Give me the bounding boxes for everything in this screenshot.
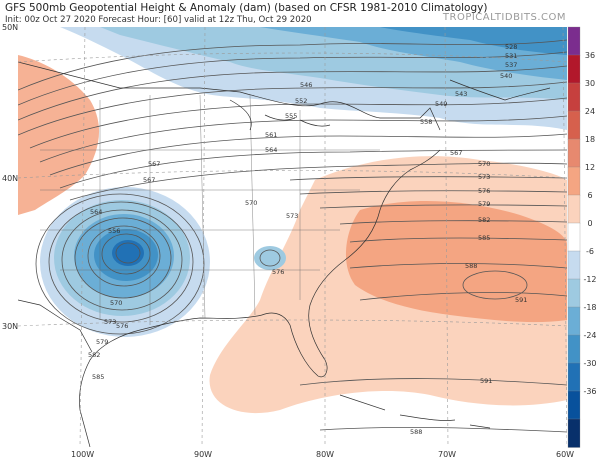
contour-label: 567 (148, 160, 160, 168)
nova-scotia (449, 79, 551, 101)
contour-label: 588 (465, 262, 477, 270)
contour-label: 564 (265, 146, 277, 154)
colorbar-swatch (567, 194, 581, 224)
contour-label: 567 (450, 149, 462, 157)
contour-label: 579 (96, 338, 108, 346)
colorbar-tick-label: -24 (583, 331, 596, 340)
caribbean-islands (339, 394, 491, 429)
colorbar-tick-label: 24 (585, 107, 595, 116)
colorbar-swatch (567, 362, 581, 392)
colorbar-swatch (567, 390, 581, 420)
lon-label-70w: 70W (438, 450, 456, 459)
contour-label: 546 (300, 81, 312, 89)
colorbar-swatch (567, 54, 581, 84)
colorbar-swatch (567, 82, 581, 112)
colorbar-swatch (567, 334, 581, 364)
colorbar-tick-label: -6 (586, 247, 594, 256)
east-coast (261, 149, 441, 378)
contour-label: 564 (90, 208, 102, 216)
contour-value-labels: 528 531 537 540 543 546 549 552 555 558 … (88, 43, 527, 436)
negative-anomaly-low-core (112, 240, 144, 266)
chart-subtitle: Init: 00z Oct 27 2020 Forecast Hour: [60… (5, 15, 312, 25)
contour-label: 540 (500, 72, 512, 80)
colorbar-tick-label: -12 (583, 275, 596, 284)
contour-label: 585 (92, 373, 104, 381)
contour-label: 558 (420, 118, 432, 126)
colorbar: 36 30 24 18 12 6 0 -6 -12 -18 -24 -30 -36 (567, 26, 597, 448)
contour-label: 567 (143, 176, 155, 184)
negative-anomaly-north-core (380, 27, 567, 55)
contour-label: 543 (455, 90, 467, 98)
contour-label: 570 (478, 160, 490, 168)
lat-label-50n: 50N (2, 23, 18, 32)
colorbar-swatch (567, 222, 581, 252)
contour-label: 591 (480, 377, 492, 385)
contour-label: 576 (116, 322, 128, 330)
lon-label-80w: 80W (316, 450, 334, 459)
colorbar-tick-label: -30 (583, 359, 596, 368)
contour-label: 579 (478, 200, 490, 208)
contour-label: 573 (478, 173, 490, 181)
height-contours (18, 39, 567, 433)
contour-label: 573 (286, 212, 298, 220)
colorbar-swatch (567, 166, 581, 196)
contour-label: 588 (410, 428, 422, 436)
colorbar-swatch (567, 110, 581, 140)
contour-label: 576 (478, 187, 490, 195)
longitude-labels: 100W 90W 80W 70W 60W (71, 450, 574, 459)
contour-label: 531 (505, 52, 517, 60)
colorbar-swatch (567, 306, 581, 336)
contour-label: 555 (285, 112, 297, 120)
latitude-labels: 50N 40N 30N (2, 23, 18, 331)
colorbar-tick-label: 0 (587, 219, 592, 228)
colorbar-tick-label: -18 (583, 303, 596, 312)
great-lakes (229, 99, 331, 131)
contour-label: 576 (272, 268, 284, 276)
colorbar-tick-label: -36 (583, 387, 596, 396)
colorbar-swatch (567, 418, 581, 448)
lon-label-90w: 90W (194, 450, 212, 459)
contour-label: 591 (515, 296, 527, 304)
contour-label: 573 (104, 318, 116, 326)
lon-label-60w: 60W (556, 450, 574, 459)
contour-label: 556 (108, 227, 120, 235)
contour-label: 570 (110, 299, 122, 307)
lat-label-40n: 40N (2, 174, 18, 183)
mexico-border (18, 299, 93, 353)
colorbar-tick-label: 6 (587, 191, 592, 200)
contour-label: 528 (505, 43, 517, 51)
contour-label: 585 (478, 234, 490, 242)
chart-title: GFS 500mb Geopotential Height & Anomaly … (5, 2, 488, 14)
negative-anomaly-small-low (254, 246, 286, 270)
graticule (18, 27, 567, 447)
colorbar-tick-label: 36 (585, 51, 595, 60)
contour-label: 537 (505, 61, 517, 69)
contour-label: 582 (478, 216, 490, 224)
gulf-coast (79, 314, 263, 447)
contour-label: 552 (295, 97, 307, 105)
positive-anomaly-atlantic-mid (345, 200, 567, 323)
contour-label: 561 (265, 131, 277, 139)
borders (18, 61, 551, 447)
contour-label: 570 (245, 199, 257, 207)
contour-label: 549 (435, 100, 447, 108)
colorbar-swatch (567, 26, 581, 56)
colorbar-tick-label: 30 (585, 79, 595, 88)
lon-label-100w: 100W (71, 450, 94, 459)
us-canada-border (18, 61, 441, 131)
contour-label: 582 (88, 351, 100, 359)
colorbar-swatch (567, 250, 581, 280)
colorbar-tick-label: 12 (585, 163, 595, 172)
credit-watermark: TROPICALTIDBITS.COM (442, 12, 566, 23)
lat-label-30n: 30N (2, 322, 18, 331)
colorbar-tick-label: 18 (585, 135, 595, 144)
colorbar-swatch (567, 138, 581, 168)
colorbar-swatch (567, 278, 581, 308)
